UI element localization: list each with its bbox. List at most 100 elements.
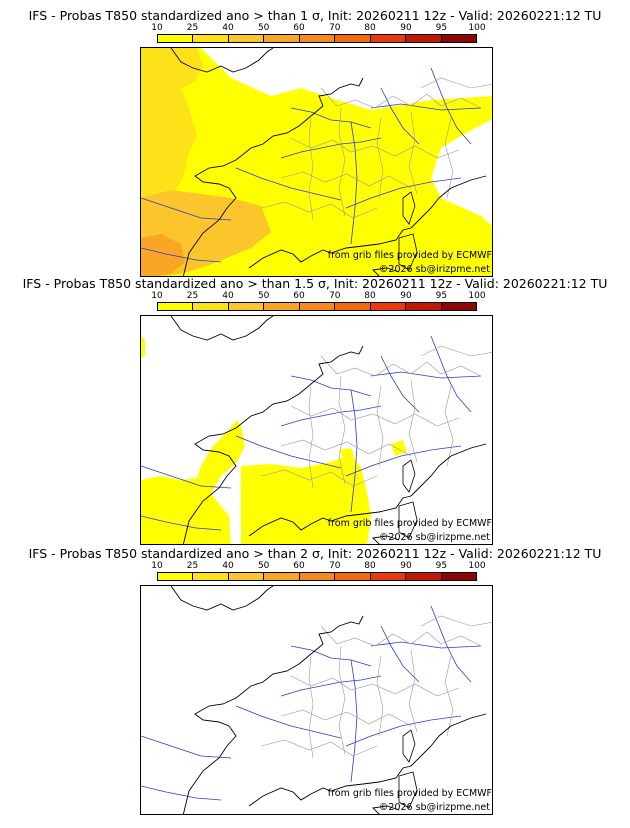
map-area [140, 315, 493, 545]
river-line [350, 121, 358, 245]
river-line [430, 335, 472, 413]
colorbar-segment [441, 35, 476, 42]
coastline-corsica [402, 459, 416, 493]
river-line [345, 715, 462, 747]
colorbar-segment [193, 35, 229, 42]
probability-map [141, 586, 492, 814]
coastline [182, 615, 364, 814]
colorbar-segment [299, 573, 336, 580]
colorbar-segment [370, 35, 407, 42]
colorbar-segment [406, 35, 442, 42]
region-border [376, 385, 384, 467]
coastline [372, 535, 400, 544]
map-area [140, 47, 493, 277]
region-border [376, 117, 384, 199]
prob-zone-10 [141, 336, 145, 358]
source-credit: from grib files provided by ECMWF [327, 788, 492, 799]
colorbar-segment [228, 573, 265, 580]
copyright-credit: ©2026 sb@irizpme.net [378, 532, 490, 543]
colorbar-segment [406, 573, 442, 580]
copyright-credit: ©2026 sb@irizpme.net [378, 802, 490, 813]
colorbar-segment [228, 35, 265, 42]
region-border [290, 137, 460, 159]
colorbar-labels: 10 25 40 50 60 70 80 90 95 100 [151, 23, 486, 33]
river-line [280, 405, 382, 427]
river-line [235, 435, 342, 469]
river-line [345, 177, 462, 209]
region-border [280, 171, 412, 189]
region-border [280, 709, 412, 727]
river-line [370, 103, 482, 111]
map-area [140, 585, 493, 815]
source-credit: from grib files provided by ECMWF [327, 518, 492, 529]
colorbar-segment [335, 573, 371, 580]
colorbar-segment [158, 303, 194, 310]
colorbar-segment [193, 303, 229, 310]
colorbar-segment [406, 303, 442, 310]
river-line [141, 785, 222, 801]
river-line [370, 641, 482, 649]
panel-title: IFS - Probas T850 standardized ano > tha… [22, 276, 608, 291]
colorbar-segment [441, 303, 476, 310]
colorbar-segment [370, 573, 407, 580]
colorbar-segment [299, 303, 336, 310]
colorbar-segment [193, 573, 229, 580]
region-border [376, 655, 384, 737]
river-line [290, 375, 372, 397]
region-border [420, 615, 492, 627]
copyright-credit: ©2026 sb@irizpme.net [378, 264, 490, 275]
panel-title: IFS - Probas T850 standardized ano > tha… [28, 8, 602, 23]
coastline-sardinia [398, 233, 418, 271]
probability-fill [141, 48, 492, 276]
prob-zone-50 [141, 234, 185, 276]
region-border [308, 117, 314, 221]
river-line [290, 645, 372, 667]
coastline [170, 48, 274, 73]
colorbar-segment [264, 573, 300, 580]
region-border [408, 111, 418, 195]
river-line [380, 625, 420, 683]
colorbar-segment [335, 35, 371, 42]
region-border [338, 645, 346, 755]
coastline [410, 175, 487, 229]
region-border [408, 649, 418, 733]
colorbar-segment [158, 573, 194, 580]
colorbar-segment [158, 35, 194, 42]
region-border [338, 375, 346, 485]
coastline-corsica [402, 191, 416, 225]
coastline [182, 77, 364, 276]
river-line [380, 355, 420, 413]
river-line [141, 247, 222, 263]
region-border [444, 385, 454, 467]
region-border [408, 379, 418, 463]
coastline [170, 586, 274, 611]
river-line [141, 515, 222, 531]
river-line [380, 87, 420, 145]
river-line [350, 389, 358, 513]
coastline [170, 316, 274, 341]
colorbar-labels: 10 25 40 50 60 70 80 90 95 100 [151, 291, 486, 301]
river-line [141, 197, 232, 221]
coastline [410, 713, 487, 767]
region-border [444, 655, 454, 737]
colorbar-segment [441, 573, 476, 580]
region-border [444, 117, 454, 199]
source-credit: from grib files provided by ECMWF [327, 250, 492, 261]
prob-zone-10 [141, 420, 245, 544]
region-border [308, 385, 314, 489]
river-line [430, 605, 472, 683]
region-border [420, 345, 492, 357]
region-border [320, 355, 482, 377]
region-border [280, 439, 412, 457]
prob-zone-10 [339, 448, 355, 462]
region-border [290, 675, 460, 697]
coastline [372, 805, 400, 814]
river-line [280, 675, 382, 697]
probability-map [141, 48, 492, 276]
river-line [235, 167, 342, 201]
colorbar-segment [370, 303, 407, 310]
map-panel-1sigma: IFS - Probas T850 standardized ano > tha… [0, 8, 630, 278]
colorbar [157, 34, 477, 43]
region-border [320, 87, 482, 109]
river-line [280, 137, 382, 159]
